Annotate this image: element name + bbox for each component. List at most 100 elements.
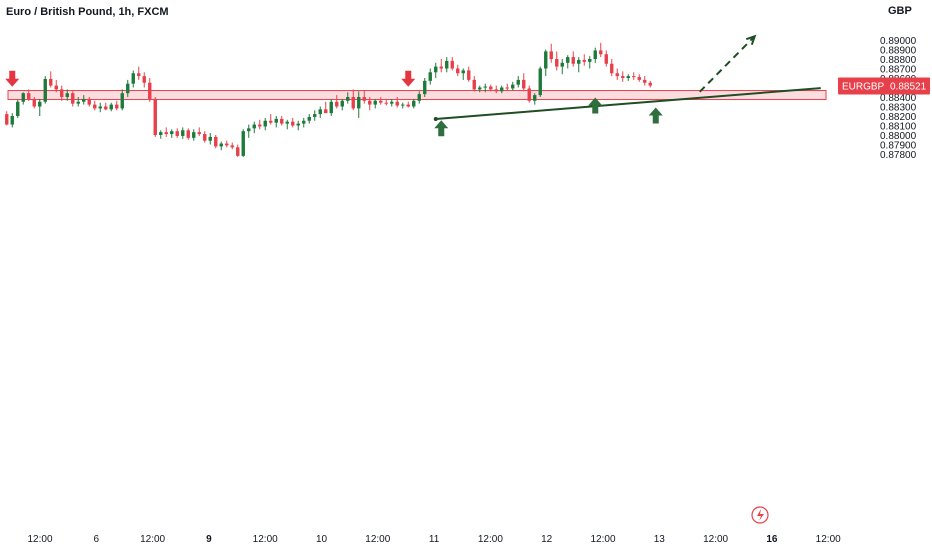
candle-body (505, 87, 509, 89)
candle-body (21, 93, 25, 102)
candle-body (538, 68, 542, 96)
projection-arrowhead (745, 34, 757, 46)
time-tick-label: 10 (316, 534, 328, 545)
candle-body (582, 59, 586, 62)
candle-body (632, 76, 636, 78)
candle-body (142, 76, 146, 83)
candle-body (439, 66, 443, 69)
candle-body (98, 106, 102, 109)
candle-body (533, 95, 537, 101)
candle-body (384, 102, 388, 104)
candle-body (593, 50, 597, 59)
candle-body (604, 54, 608, 64)
candle-body (329, 101, 333, 114)
candle-body (54, 85, 58, 90)
candle-body (318, 109, 322, 115)
time-tick-label: 11 (429, 534, 440, 545)
candle-body (137, 73, 141, 77)
candle-body (126, 83, 130, 94)
candle-body (379, 100, 383, 103)
price-tick-label: 0.88200 (880, 112, 917, 123)
replay-icon-bolt (757, 509, 764, 521)
candle-body (346, 97, 350, 101)
candle-body (192, 132, 196, 138)
last-price-badge: EURGBP 0.88521 (838, 77, 930, 95)
price-tick-label: 0.88100 (880, 122, 917, 133)
candle-body (219, 143, 223, 147)
resistance-zone-box (7, 90, 827, 101)
candle-body (450, 60, 454, 69)
candle-body (434, 66, 438, 73)
candle-body (175, 131, 179, 136)
price-tick-label: 0.87900 (880, 141, 917, 152)
replay-icon (751, 506, 769, 524)
candle-body (357, 97, 361, 109)
candle-body (307, 116, 311, 121)
candle-body (159, 132, 163, 135)
time-tick-label: 13 (654, 534, 666, 545)
price-tick-label: 0.88800 (880, 55, 917, 66)
time-tick-label: 9 (206, 534, 212, 545)
badge-background (838, 77, 930, 95)
candle-body (610, 63, 614, 74)
candle-body (109, 104, 113, 110)
badge-price: 0.88521 (890, 82, 927, 93)
candle-body (148, 82, 152, 99)
candle-body (247, 128, 251, 132)
price-tick-label: 0.88700 (880, 65, 917, 76)
candle-body (599, 50, 603, 55)
candle-body (197, 132, 201, 135)
candles (5, 42, 652, 157)
candle-body (423, 80, 427, 95)
badge-symbol: EURGBP (842, 82, 885, 93)
resistance-zone (7, 90, 827, 101)
candle-body (120, 93, 124, 109)
candle-body (511, 84, 515, 89)
candle-body (82, 98, 86, 102)
candle-body (280, 118, 284, 124)
candle-body (153, 98, 157, 135)
candle-body (445, 60, 449, 69)
price-axis-currency: GBP (888, 5, 912, 17)
time-tick-label: 12:00 (365, 534, 390, 545)
time-tick-label: 12:00 (140, 534, 165, 545)
candle-body (461, 70, 465, 74)
candle-body (335, 101, 339, 107)
candle-body (296, 123, 300, 126)
candle-body (115, 104, 119, 109)
candle-body (522, 79, 526, 89)
candle-body (626, 76, 630, 78)
candle-body (65, 93, 69, 97)
time-tick-label: 12:00 (590, 534, 615, 545)
candle-body (566, 57, 570, 63)
candle-body (483, 86, 487, 88)
candle-body (362, 97, 366, 101)
candle-body (412, 100, 416, 107)
price-axis: 0.890000.889000.888000.887000.886000.885… (880, 36, 917, 161)
candle-body (401, 104, 405, 106)
support-trendline (435, 87, 821, 121)
candle-body (588, 59, 592, 62)
annotation-lines (433, 34, 821, 122)
candle-body (16, 101, 20, 116)
price-tick-label: 0.88400 (880, 93, 917, 104)
time-tick-label: 12:00 (253, 534, 278, 545)
candle-body (32, 98, 36, 107)
candle-body (494, 89, 498, 92)
candle-body (571, 57, 575, 64)
up-arrow (588, 97, 603, 114)
candle-body (104, 106, 108, 110)
candle-body (258, 124, 262, 127)
time-tick-label: 12 (541, 534, 553, 545)
time-tick-label: 12:00 (816, 534, 841, 545)
candle-body (472, 79, 476, 90)
candle-body (615, 73, 619, 77)
candle-body (324, 109, 328, 114)
candle-body (93, 104, 97, 109)
candle-body (71, 93, 75, 104)
time-tick-label: 12:00 (478, 534, 503, 545)
candle-body (406, 104, 410, 107)
price-tick-label: 0.88300 (880, 103, 917, 114)
